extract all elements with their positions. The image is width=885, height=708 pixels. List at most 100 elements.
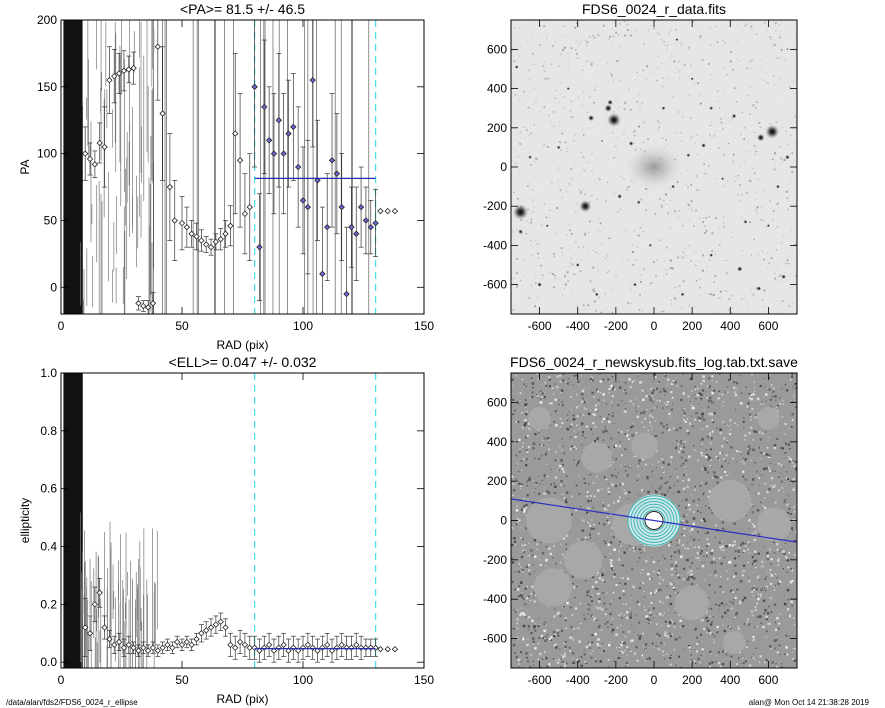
- noise: [690, 415, 692, 417]
- data-point: [130, 64, 137, 72]
- data-point: [130, 644, 137, 651]
- noise: [601, 573, 604, 576]
- noise: [627, 81, 630, 83]
- noise: [627, 137, 629, 138]
- noise: [747, 640, 749, 642]
- noise: [560, 569, 563, 571]
- noise: [611, 628, 615, 632]
- noise: [612, 567, 614, 570]
- noise: [712, 650, 714, 652]
- noise: [674, 240, 677, 243]
- noise: [571, 633, 573, 635]
- noise: [670, 541, 672, 544]
- noise: [752, 261, 754, 262]
- noise: [532, 640, 535, 643]
- noise: [626, 434, 629, 438]
- noise: [752, 638, 755, 642]
- noise: [675, 66, 677, 68]
- source: [690, 77, 694, 81]
- noise: [697, 568, 698, 569]
- noise: [775, 227, 777, 229]
- noise: [722, 421, 725, 423]
- noise: [760, 447, 762, 449]
- noise: [683, 534, 685, 537]
- noise: [751, 255, 753, 257]
- noise: [754, 416, 757, 419]
- noise: [737, 550, 741, 554]
- source: [518, 229, 523, 234]
- noise: [526, 238, 528, 240]
- noise: [667, 378, 670, 381]
- y-tick-label: 0.4: [40, 540, 57, 554]
- noise: [707, 459, 710, 461]
- noise: [603, 197, 605, 199]
- noise: [651, 557, 652, 559]
- noise: [639, 227, 642, 229]
- noise: [708, 412, 711, 416]
- noise: [593, 495, 596, 498]
- noise: [716, 629, 718, 632]
- noise: [785, 646, 788, 649]
- noise: [690, 528, 694, 531]
- noise: [778, 24, 780, 26]
- noise: [516, 622, 518, 625]
- noise: [725, 653, 728, 656]
- noise: [786, 257, 789, 259]
- noise: [532, 386, 534, 389]
- noise: [722, 401, 725, 403]
- noise: [544, 34, 546, 36]
- noise: [659, 578, 661, 580]
- noise: [552, 175, 554, 177]
- noise: [523, 67, 525, 69]
- noise: [515, 374, 517, 377]
- noise: [663, 40, 665, 43]
- noise: [584, 437, 586, 439]
- data-point: [178, 219, 186, 227]
- noise: [653, 20, 656, 22]
- noise: [569, 436, 572, 439]
- noise: [735, 58, 737, 60]
- noise: [666, 596, 670, 599]
- noise: [554, 450, 557, 453]
- noise: [741, 571, 743, 573]
- noise: [761, 67, 763, 69]
- noise: [595, 606, 596, 608]
- noise: [774, 628, 778, 631]
- noise: [614, 152, 617, 155]
- noise: [606, 431, 609, 433]
- noise: [750, 610, 753, 613]
- noise: [711, 633, 714, 636]
- noise: [607, 488, 609, 490]
- noise: [750, 503, 753, 505]
- noise: [770, 36, 772, 38]
- noise: [751, 656, 753, 659]
- noise: [566, 382, 570, 385]
- noise: [561, 295, 563, 297]
- noise: [696, 189, 699, 192]
- noise: [550, 483, 552, 486]
- noise: [736, 663, 739, 666]
- noise: [610, 514, 612, 516]
- noise: [669, 581, 671, 584]
- noise: [533, 624, 536, 628]
- noise: [655, 490, 658, 494]
- data-point: [207, 244, 215, 251]
- noise: [658, 487, 661, 490]
- noise: [617, 34, 620, 37]
- noise: [564, 617, 567, 620]
- noise: [777, 202, 780, 204]
- data-point: [391, 646, 399, 653]
- noise: [515, 401, 517, 403]
- noise: [592, 482, 595, 484]
- noise: [576, 259, 578, 261]
- noise: [757, 577, 759, 579]
- noise: [705, 139, 707, 141]
- noise: [602, 501, 604, 504]
- noise: [619, 650, 623, 654]
- noise: [795, 468, 797, 471]
- noise: [564, 35, 566, 37]
- data-point: [82, 624, 89, 631]
- noise: [573, 627, 575, 630]
- noise: [793, 647, 797, 650]
- noise: [538, 431, 540, 434]
